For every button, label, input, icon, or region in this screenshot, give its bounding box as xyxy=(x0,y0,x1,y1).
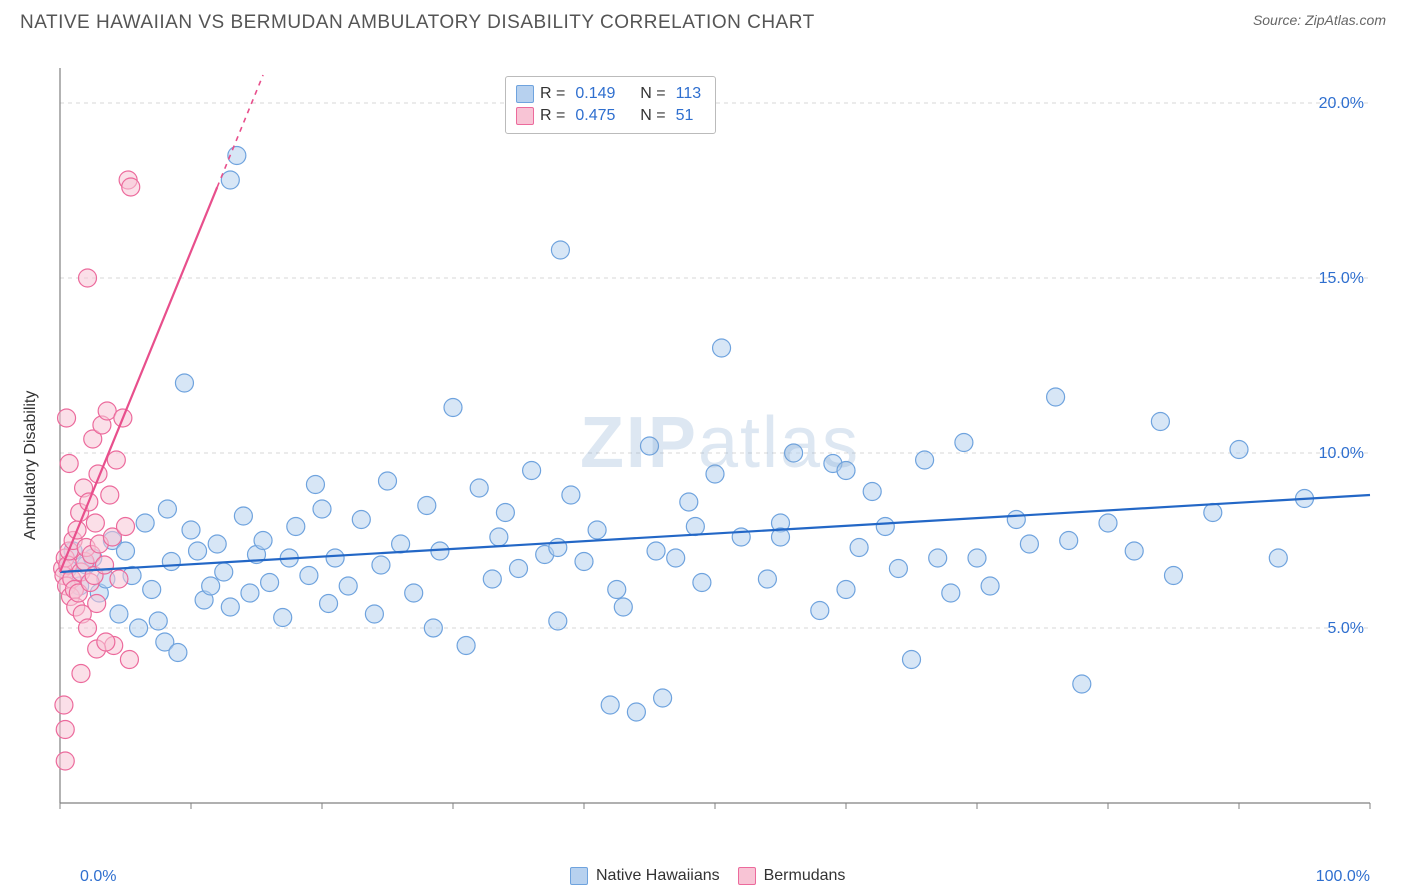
stats-legend: R =0.149 N =113 R =0.475 N =51 xyxy=(505,76,716,134)
x-axis-min: 0.0% xyxy=(80,868,116,886)
y-axis-label: Ambulatory Disability xyxy=(22,391,40,540)
x-axis-max: 100.0% xyxy=(1316,868,1370,886)
svg-text:20.0%: 20.0% xyxy=(1319,95,1364,112)
svg-text:5.0%: 5.0% xyxy=(1328,620,1364,637)
source-label: Source: ZipAtlas.com xyxy=(1253,12,1386,28)
chart-title: NATIVE HAWAIIAN VS BERMUDAN AMBULATORY D… xyxy=(20,12,815,34)
chart-svg: 5.0% 10.0% 15.0% 20.0% xyxy=(50,48,1390,838)
svg-text:10.0%: 10.0% xyxy=(1319,445,1364,462)
svg-text:15.0%: 15.0% xyxy=(1319,270,1364,287)
scatter-chart: 5.0%10.0%15.0%20.0% ZIPatlas R =0.149 N … xyxy=(50,48,1390,838)
series-legend: Native HawaiiansBermudans xyxy=(570,867,845,885)
